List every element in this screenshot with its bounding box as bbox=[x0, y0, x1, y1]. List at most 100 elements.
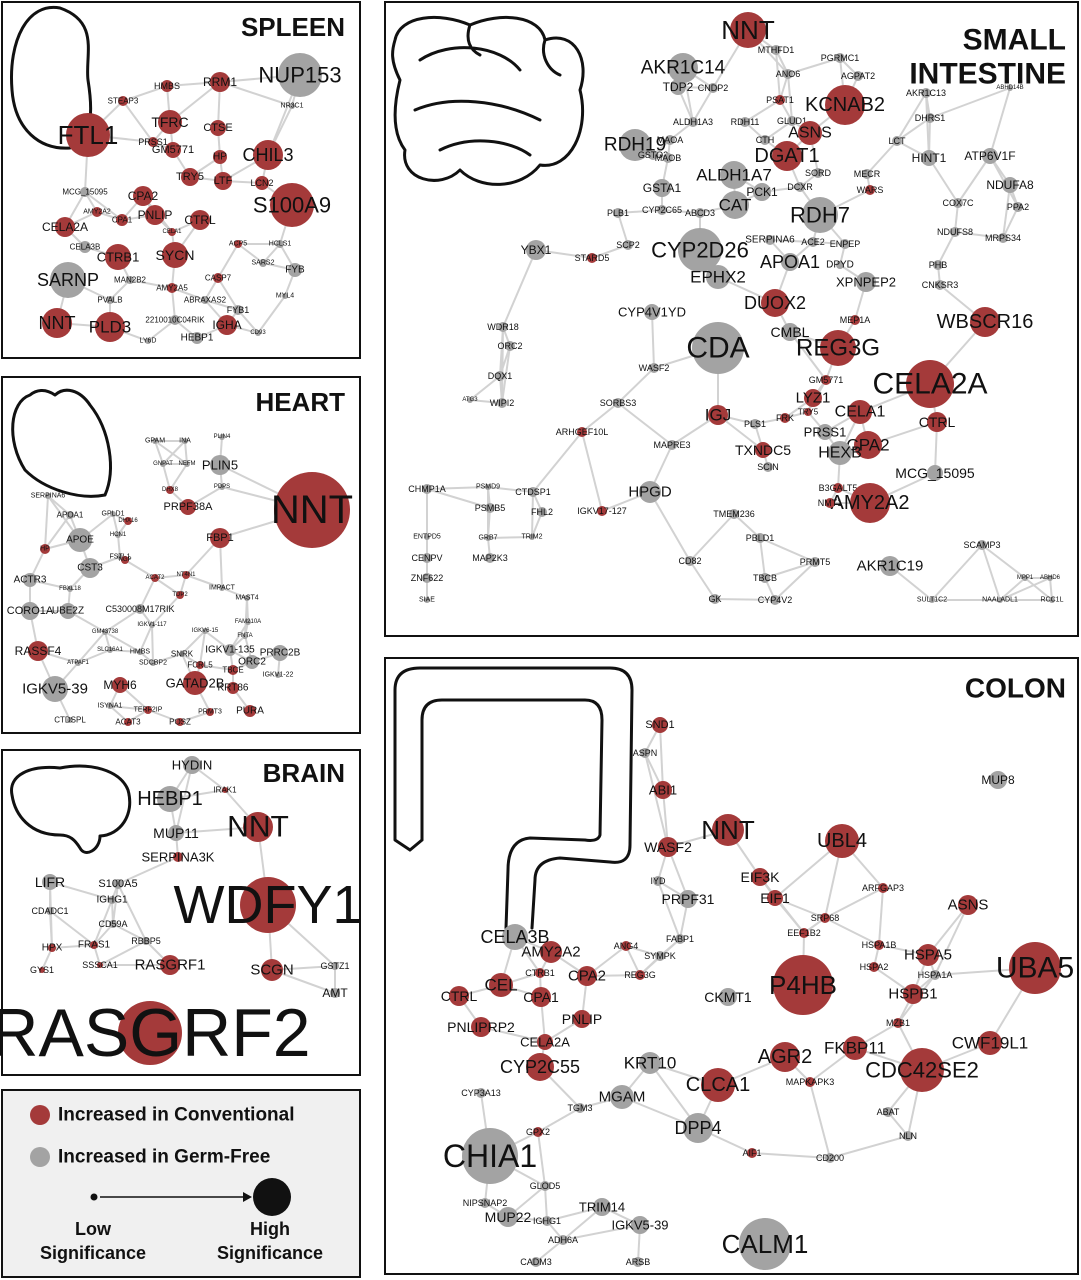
gene-node bbox=[191, 332, 203, 344]
gene-label: SCP2 bbox=[616, 240, 640, 250]
gene-label: DHX16 bbox=[118, 518, 138, 524]
gene-node bbox=[802, 197, 838, 233]
gene-node bbox=[900, 1048, 944, 1092]
gene-node bbox=[196, 661, 204, 669]
gene-node bbox=[772, 141, 802, 171]
gene-node bbox=[462, 1128, 518, 1184]
gene-node bbox=[989, 771, 1007, 789]
gene-label: CTDSP1 bbox=[515, 487, 551, 497]
edge bbox=[931, 544, 983, 601]
gene-label: WASF2 bbox=[644, 839, 692, 855]
gene-node bbox=[133, 186, 153, 206]
edge bbox=[162, 463, 171, 491]
edge bbox=[104, 631, 141, 653]
edge bbox=[151, 594, 181, 626]
edge bbox=[981, 544, 1001, 601]
gene-label: GPAM bbox=[145, 438, 165, 445]
edge bbox=[1024, 577, 1053, 601]
gene-label: SULT1C2 bbox=[917, 597, 947, 604]
gene-node bbox=[850, 483, 890, 523]
gene-node bbox=[272, 645, 288, 661]
gene-node bbox=[780, 413, 790, 423]
gene-label: FNTA bbox=[237, 633, 252, 639]
gene-node bbox=[635, 970, 645, 980]
gene-node bbox=[903, 984, 923, 1004]
gene-node bbox=[160, 955, 180, 975]
gene-label: IGHA bbox=[212, 318, 241, 332]
gene-label: RBBP5 bbox=[131, 936, 161, 946]
gene-node bbox=[783, 69, 793, 79]
gene-node bbox=[540, 941, 562, 963]
gene-label: FYB1 bbox=[227, 305, 250, 315]
edge bbox=[562, 1224, 641, 1241]
gene-node bbox=[533, 1127, 543, 1137]
gene-label: HSPA5 bbox=[904, 947, 952, 964]
edge bbox=[244, 597, 248, 637]
gene-node bbox=[80, 187, 90, 197]
gene-label: AMT bbox=[322, 986, 348, 1000]
gene-label: CAT bbox=[719, 196, 752, 215]
gene-label: HEBP1 bbox=[137, 788, 203, 810]
gene-label: CDADC1 bbox=[31, 906, 68, 916]
edge bbox=[657, 880, 681, 940]
edge bbox=[487, 486, 534, 493]
gene-label: CELA3B bbox=[70, 243, 101, 252]
gene-label: PRMT3 bbox=[198, 709, 222, 716]
gene-node bbox=[255, 176, 269, 190]
gene-label: ACE2 bbox=[801, 237, 825, 247]
gene-node bbox=[761, 289, 789, 317]
gene-node bbox=[675, 934, 685, 944]
gene-node bbox=[476, 1088, 486, 1098]
gene-node bbox=[1047, 575, 1053, 581]
organ-outlines bbox=[9, 5, 634, 930]
gene-node bbox=[480, 1198, 490, 1208]
gene-label: FKBP11 bbox=[824, 1039, 886, 1058]
gene-node bbox=[253, 140, 283, 170]
edge bbox=[774, 897, 826, 919]
legend-low-label: Low bbox=[75, 1219, 112, 1239]
gene-node bbox=[668, 53, 698, 83]
gene-label: CELA3B bbox=[480, 927, 549, 947]
gene-node bbox=[613, 398, 623, 408]
gene-node bbox=[95, 312, 125, 342]
gene-node bbox=[145, 338, 151, 344]
gene-label: TGM3 bbox=[567, 1103, 592, 1113]
gene-label: CD93 bbox=[250, 330, 266, 336]
gene-node bbox=[261, 959, 283, 981]
gene-label: MYH6 bbox=[103, 678, 137, 692]
gene-label: CLCA1 bbox=[686, 1074, 750, 1096]
edge bbox=[878, 887, 884, 946]
gene-node bbox=[1013, 202, 1023, 212]
gene-node bbox=[498, 322, 508, 332]
gene-node bbox=[149, 622, 155, 628]
gene-node bbox=[558, 1235, 568, 1245]
edge bbox=[109, 279, 131, 301]
gene-label: APOE bbox=[66, 535, 94, 546]
edge bbox=[426, 488, 491, 509]
gene-label: PLIN4 bbox=[214, 434, 231, 440]
gene-node bbox=[708, 405, 728, 425]
gene-label: DPP4 bbox=[674, 1118, 721, 1138]
gene-label: CDA bbox=[686, 332, 749, 365]
edge bbox=[99, 940, 147, 966]
gene-label: TRY5 bbox=[176, 171, 204, 183]
gene-label: PBLD1 bbox=[746, 533, 775, 543]
gene-label: ASNS bbox=[948, 897, 989, 914]
gene-label: ABAT bbox=[877, 1107, 900, 1117]
gene-label: IGKV5-39 bbox=[611, 1218, 668, 1233]
gene-label: ARFGAP3 bbox=[862, 883, 904, 893]
gene-node bbox=[542, 1216, 552, 1226]
gene-node bbox=[657, 205, 667, 215]
gene-node bbox=[176, 591, 184, 599]
gene-node bbox=[160, 461, 166, 467]
gene-label: S100A9 bbox=[253, 193, 331, 218]
gene-label: MCG_15095 bbox=[62, 188, 108, 197]
gene-node bbox=[751, 868, 769, 886]
gene-node bbox=[424, 534, 430, 540]
gene-node bbox=[730, 12, 766, 48]
gene-label: ADH6A bbox=[548, 1235, 578, 1245]
gene-label: EIF3K bbox=[741, 869, 781, 885]
gene-node bbox=[848, 400, 872, 424]
edge bbox=[617, 367, 655, 404]
gene-node bbox=[485, 535, 491, 541]
